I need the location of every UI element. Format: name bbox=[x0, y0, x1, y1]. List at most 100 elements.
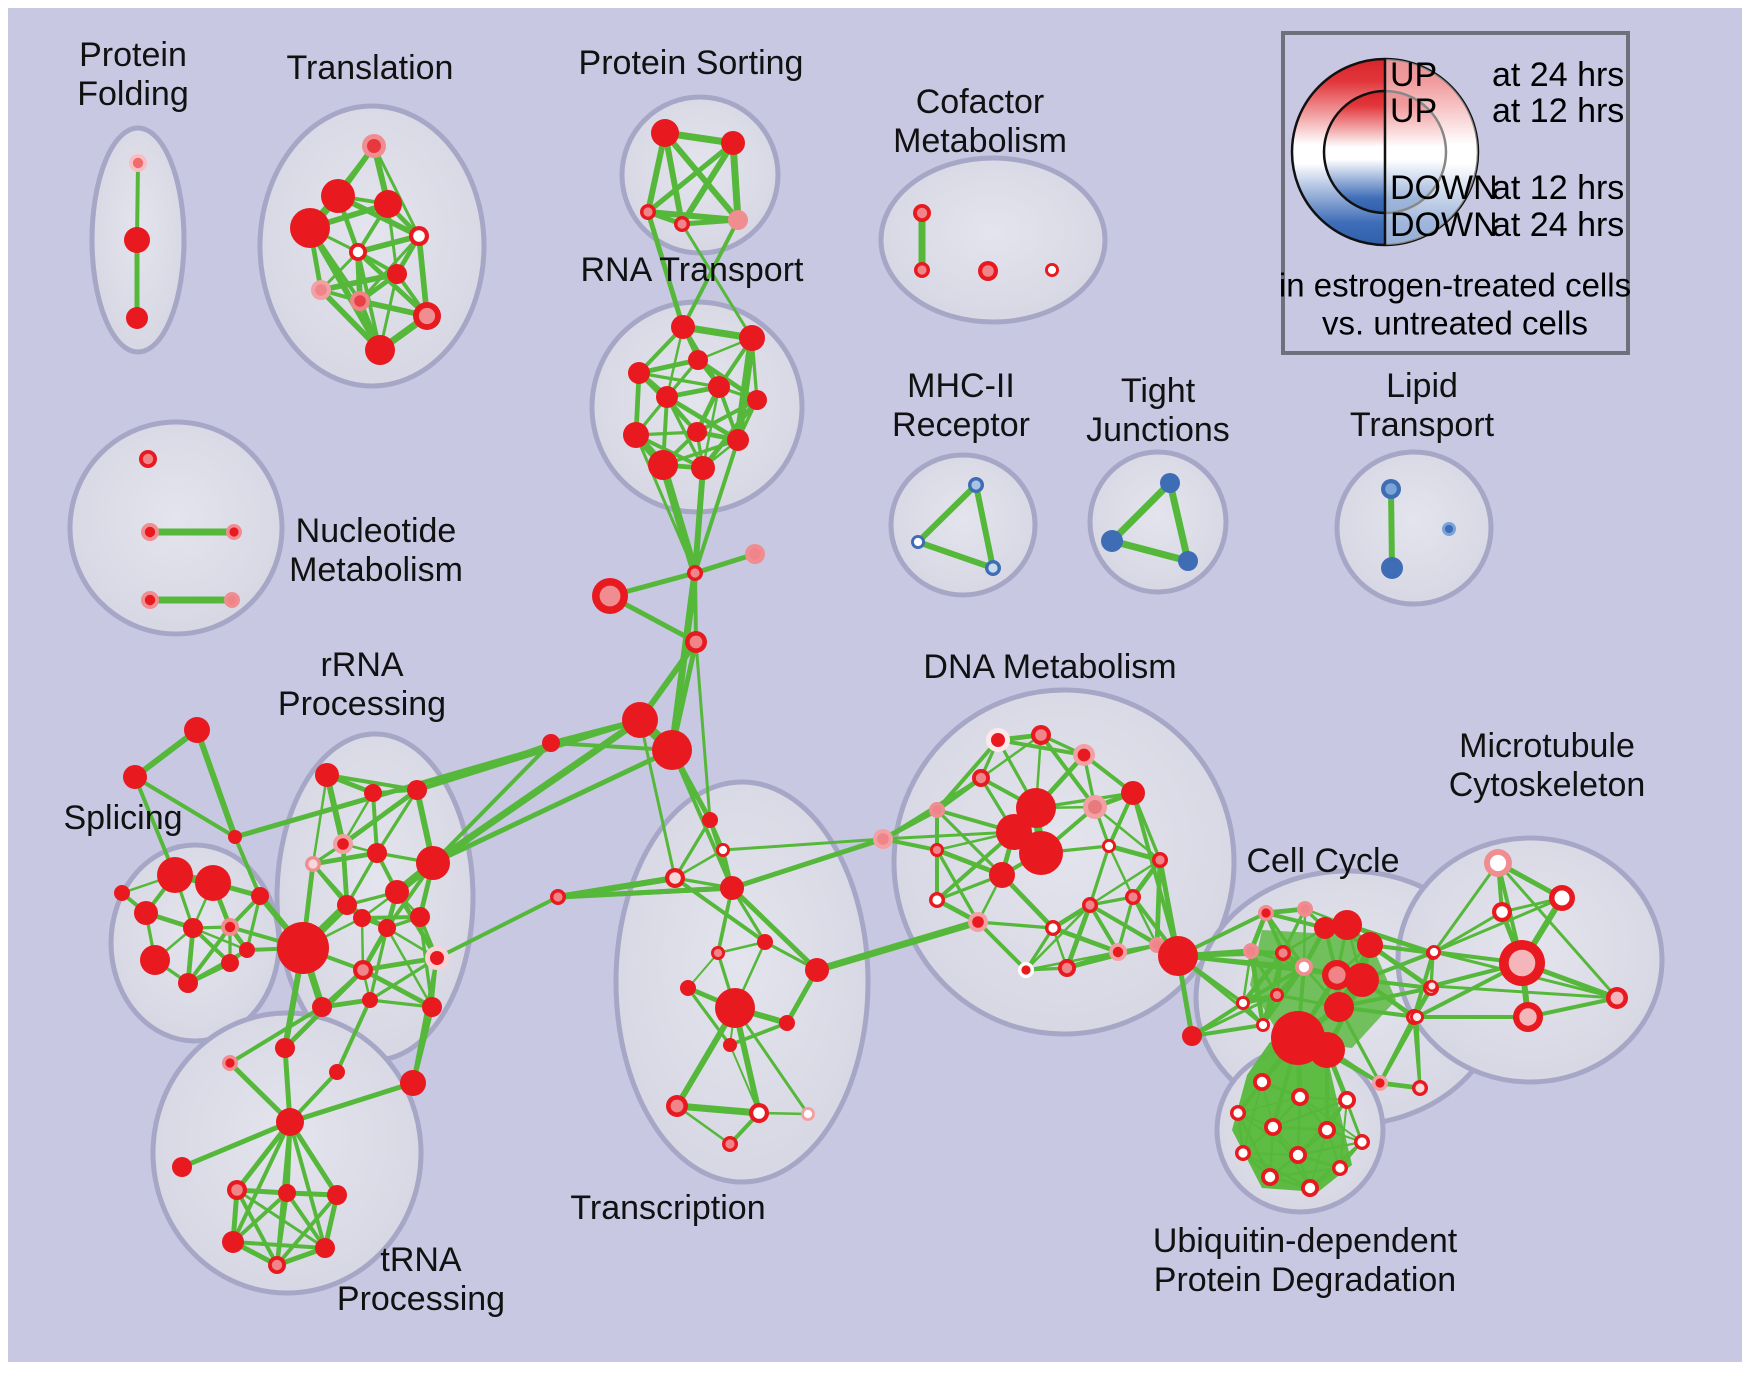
node-core-12hr bbox=[744, 330, 760, 346]
node-cofactor-metabolism-1 bbox=[914, 262, 930, 278]
edge-cell-cycle bbox=[1264, 911, 1306, 969]
node-connectors-13 bbox=[228, 830, 242, 844]
node-tight-junctions-0 bbox=[1160, 473, 1180, 493]
node-core-12hr bbox=[224, 957, 236, 969]
node-dna-metabolism-3 bbox=[972, 769, 990, 787]
inter-cluster-edge bbox=[435, 895, 560, 960]
edge-microtubule-cytoskeleton bbox=[1496, 861, 1619, 1000]
node-connectors-7 bbox=[745, 544, 765, 564]
node-rrna-processing-16 bbox=[422, 997, 442, 1017]
edge-transcription bbox=[728, 1021, 789, 1047]
node-protein-sorting-2 bbox=[640, 204, 656, 220]
node-core-12hr bbox=[405, 1075, 421, 1091]
inter-cluster-edge bbox=[638, 718, 677, 880]
node-core-12hr bbox=[1278, 948, 1288, 958]
node-transcription-1 bbox=[716, 843, 730, 857]
node-core-12hr bbox=[187, 922, 199, 934]
node-microtubule-cytoskeleton-3 bbox=[1499, 940, 1545, 986]
node-core-12hr bbox=[916, 207, 928, 219]
node-core-12hr bbox=[130, 311, 144, 325]
node-connectors-18 bbox=[1309, 1032, 1345, 1068]
node-core-12hr bbox=[230, 832, 240, 842]
inter-cluster-edge bbox=[668, 569, 699, 754]
cluster-label-protein-folding: Folding bbox=[77, 75, 189, 113]
node-core-12hr bbox=[656, 124, 674, 142]
node-core-12hr bbox=[1489, 854, 1507, 872]
node-connectors-0 bbox=[222, 1055, 238, 1071]
node-core-12hr bbox=[117, 888, 127, 898]
node-core-12hr bbox=[1321, 1124, 1333, 1136]
inter-cluster-edge bbox=[1432, 861, 1500, 954]
node-core-12hr bbox=[1258, 1020, 1268, 1030]
node-translation-1 bbox=[321, 179, 355, 213]
node-core-12hr bbox=[379, 195, 397, 213]
node-core-12hr bbox=[271, 1259, 283, 1271]
node-core-12hr bbox=[281, 1187, 293, 1199]
node-core-12hr bbox=[1318, 921, 1332, 935]
node-trna-processing-5 bbox=[222, 1231, 244, 1253]
node-core-12hr bbox=[1128, 892, 1138, 902]
edge-rna-transport bbox=[695, 357, 760, 403]
node-ubiquitin-degradation-4 bbox=[1264, 1118, 1282, 1136]
node-splicing-1 bbox=[195, 865, 231, 901]
node-trna-processing-1 bbox=[172, 1157, 192, 1177]
node-core-12hr bbox=[705, 815, 715, 825]
node-connectors-1 bbox=[275, 1038, 295, 1058]
node-transcription-12 bbox=[666, 1095, 688, 1117]
node-rna-transport-1 bbox=[739, 325, 765, 351]
node-translation-0 bbox=[362, 134, 386, 158]
edge-protein-sorting bbox=[645, 140, 736, 215]
node-cell-cycle-13 bbox=[1324, 992, 1354, 1022]
node-rna-transport-7 bbox=[623, 422, 649, 448]
node-connectors-16 bbox=[1182, 1026, 1202, 1046]
node-dna-metabolism-11 bbox=[1152, 852, 1168, 868]
node-core-12hr bbox=[331, 1189, 343, 1201]
edge-transcription bbox=[729, 885, 820, 973]
node-cofactor-metabolism-3 bbox=[1045, 263, 1059, 277]
node-dna-metabolism-21 bbox=[1109, 943, 1127, 961]
node-core-12hr bbox=[1246, 946, 1256, 956]
cluster-label-protein-sorting: Protein Sorting bbox=[579, 44, 804, 82]
node-core-12hr bbox=[803, 1109, 813, 1119]
node-dna-metabolism-4 bbox=[1121, 781, 1145, 805]
edge-trna-processing bbox=[285, 1191, 327, 1250]
cluster-ellipse-cofactor-metabolism bbox=[878, 155, 1108, 325]
node-core-12hr bbox=[367, 787, 379, 799]
node-core-12hr bbox=[676, 320, 690, 334]
node-core-12hr bbox=[732, 214, 744, 226]
node-trna-processing-2 bbox=[227, 1180, 247, 1200]
node-cell-cycle-4 bbox=[1357, 932, 1383, 958]
node-core-12hr bbox=[1282, 1022, 1314, 1054]
node-core-12hr bbox=[749, 548, 761, 560]
node-rna-transport-4 bbox=[656, 386, 678, 408]
edge-dna-metabolism bbox=[979, 733, 1043, 780]
edge-microtubule-cytoskeleton bbox=[1526, 996, 1619, 1019]
cluster-label-lipid-transport: Transport bbox=[1350, 406, 1495, 444]
edge-splicing bbox=[186, 925, 232, 985]
edge-ubiquitin-degradation bbox=[1269, 1167, 1341, 1178]
edge-cell-cycle bbox=[1337, 986, 1433, 1009]
edge-dna-metabolism bbox=[976, 920, 1028, 972]
node-core-12hr bbox=[994, 867, 1010, 883]
inter-cluster-edge bbox=[645, 209, 686, 330]
edge-dna-metabolism bbox=[1088, 844, 1111, 907]
edge-dna-metabolism bbox=[1024, 926, 1055, 972]
node-tight-junctions-1 bbox=[1101, 530, 1123, 552]
node-core-12hr bbox=[1186, 1030, 1198, 1042]
edge-tight-junctions bbox=[1108, 537, 1192, 565]
node-translation-3 bbox=[290, 208, 330, 248]
node-rrna-processing-14 bbox=[312, 997, 332, 1017]
node-dna-metabolism-20 bbox=[1058, 959, 1076, 977]
inter-cluster-edge bbox=[228, 1005, 324, 1065]
node-ubiquitin-degradation-1 bbox=[1291, 1088, 1309, 1106]
node-transcription-8 bbox=[805, 958, 829, 982]
node-dna-metabolism-12 bbox=[930, 843, 944, 857]
node-core-12hr bbox=[810, 963, 824, 977]
edge-trna-processing bbox=[287, 1119, 340, 1198]
node-nucleotide-metabolism-2 bbox=[226, 524, 242, 540]
edge-lipid-transport bbox=[1388, 486, 1395, 571]
node-tight-junctions-2 bbox=[1178, 551, 1198, 571]
node-core-12hr bbox=[731, 433, 745, 447]
edge-translation bbox=[372, 144, 421, 238]
node-connectors-12 bbox=[123, 765, 147, 789]
